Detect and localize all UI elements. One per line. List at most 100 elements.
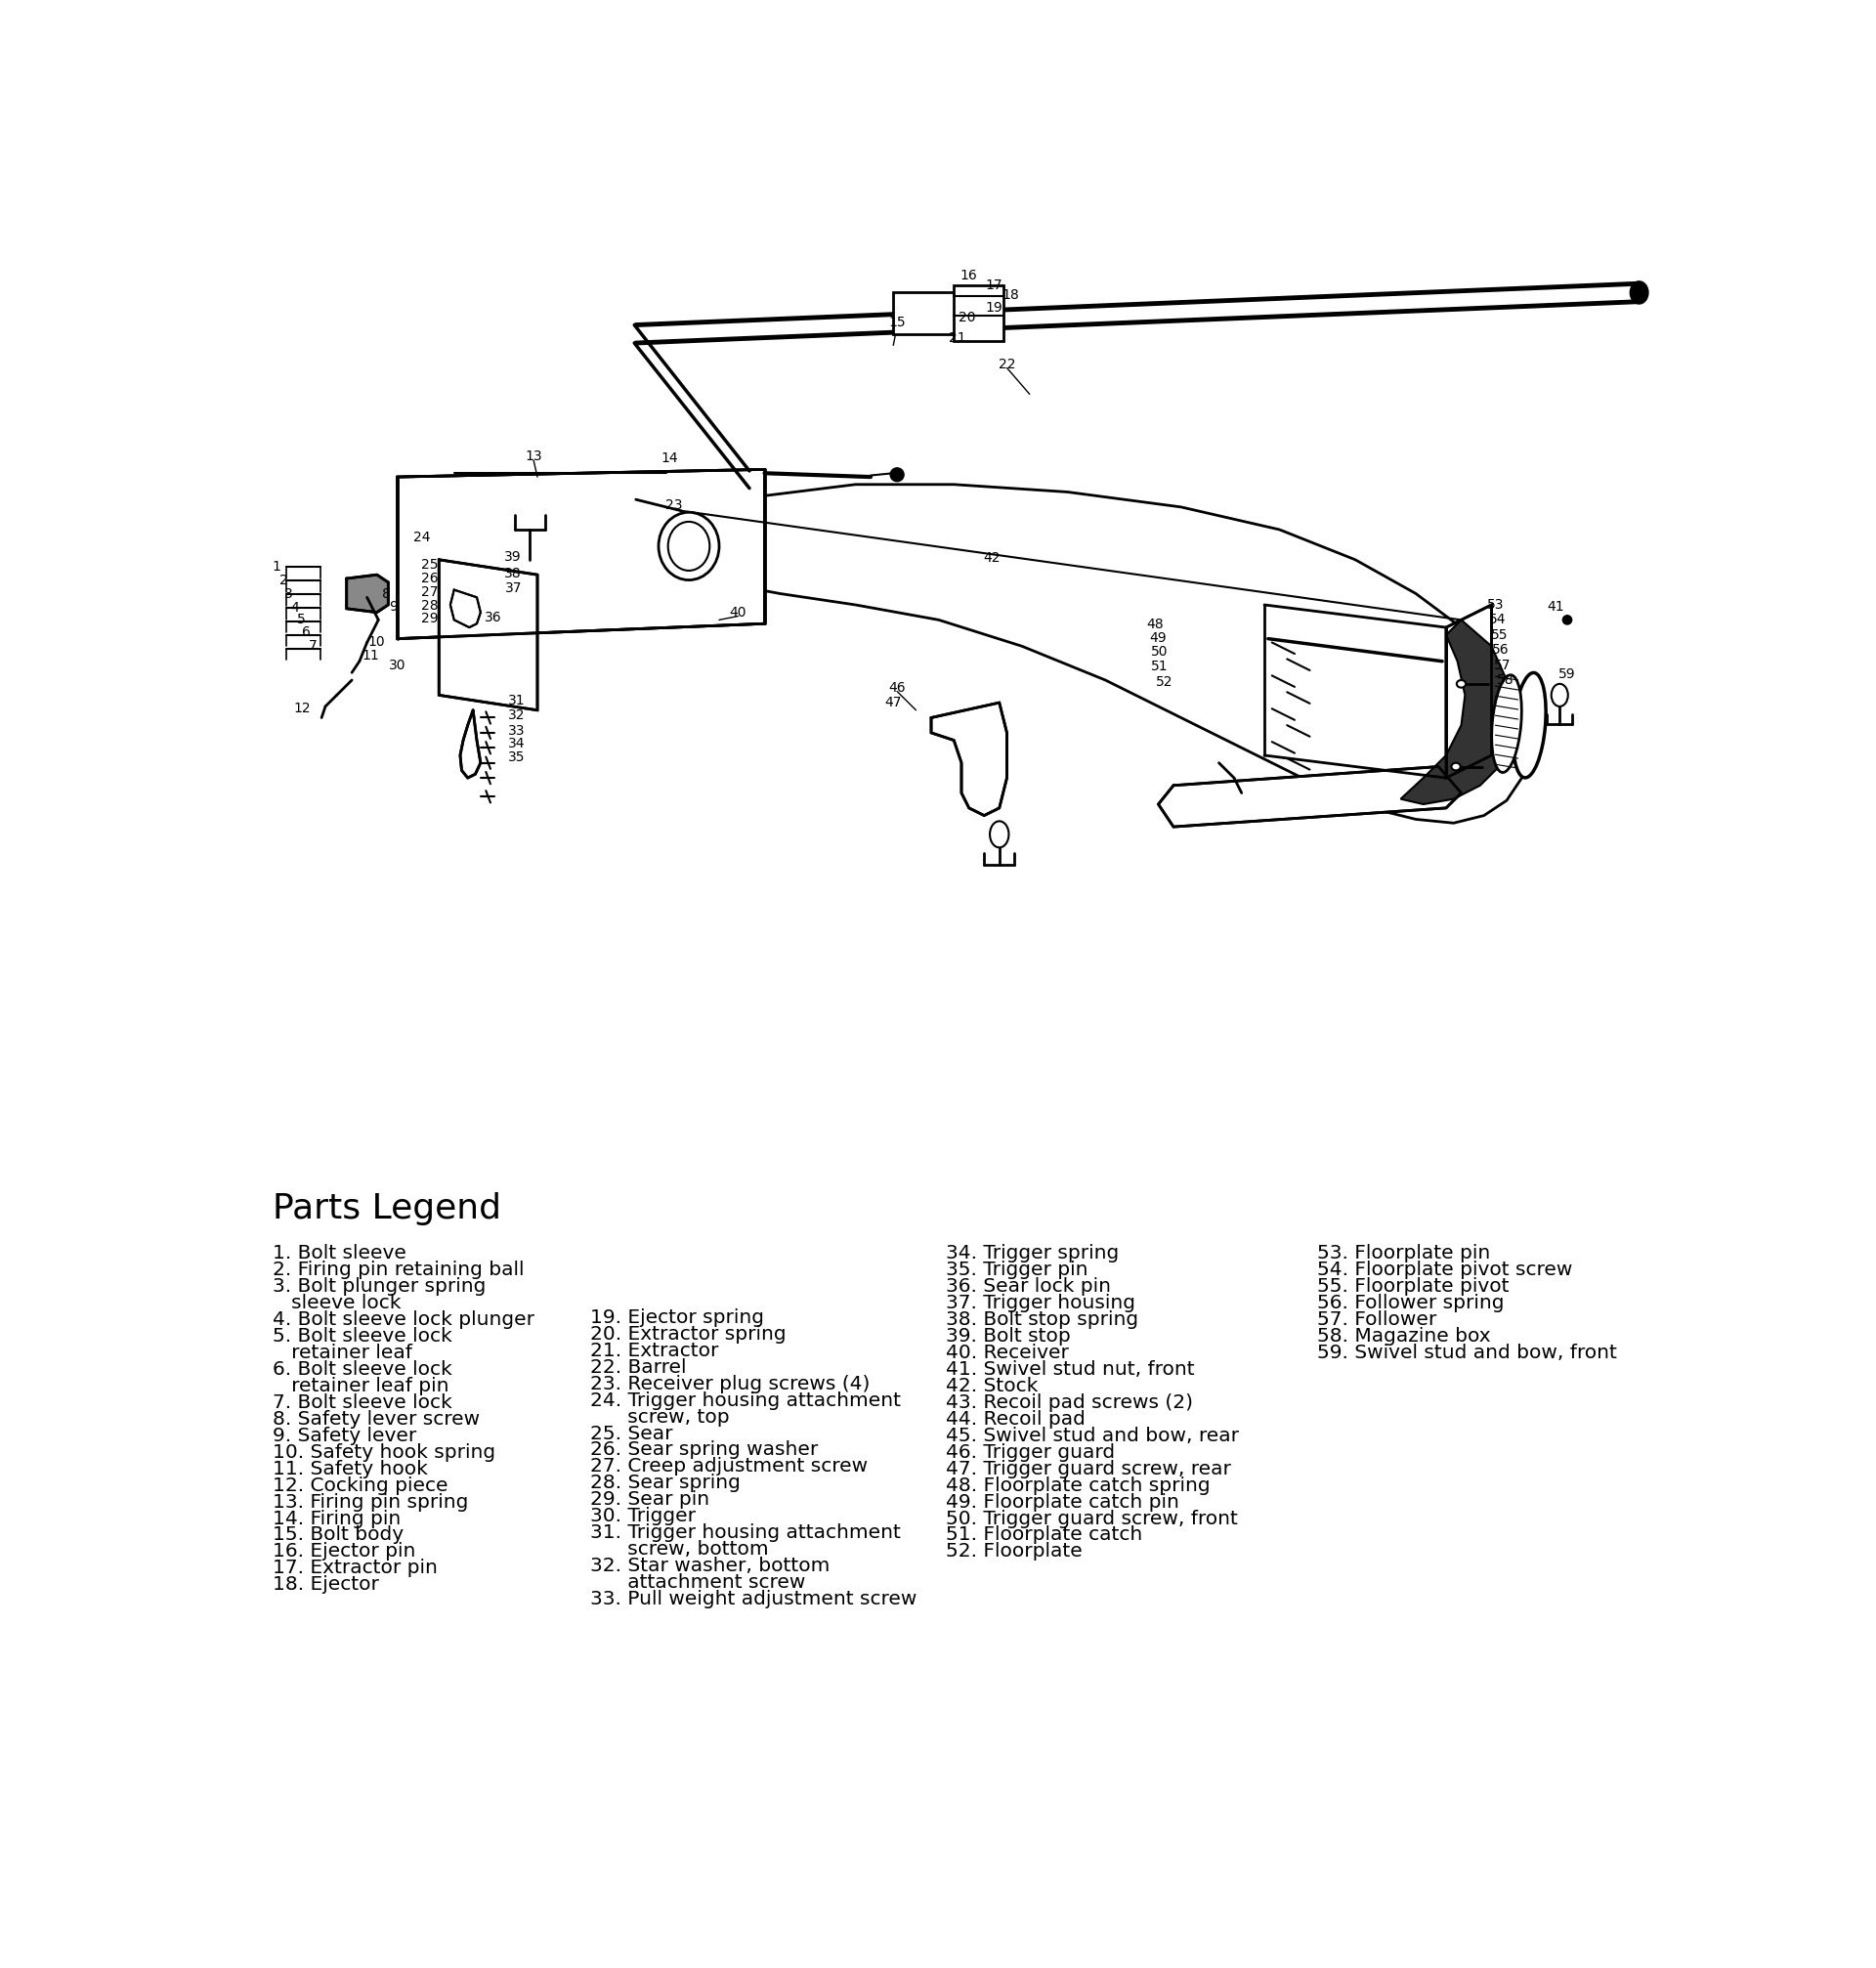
Text: 42: 42 bbox=[983, 551, 1000, 565]
Text: 1. Bolt sleeve: 1. Bolt sleeve bbox=[272, 1244, 405, 1263]
Text: 46. Trigger guard: 46. Trigger guard bbox=[946, 1443, 1116, 1462]
Text: 7. Bolt sleeve lock: 7. Bolt sleeve lock bbox=[272, 1393, 452, 1411]
Ellipse shape bbox=[891, 468, 904, 482]
Polygon shape bbox=[450, 590, 480, 628]
Text: 39: 39 bbox=[505, 551, 522, 565]
Polygon shape bbox=[1157, 768, 1461, 827]
Text: 58. Magazine box: 58. Magazine box bbox=[1317, 1326, 1491, 1346]
Text: 48: 48 bbox=[1146, 618, 1163, 632]
Text: 49. Floorplate catch pin: 49. Floorplate catch pin bbox=[946, 1492, 1180, 1511]
Text: 30: 30 bbox=[388, 657, 405, 671]
Text: 28: 28 bbox=[422, 598, 439, 612]
Text: 22: 22 bbox=[998, 358, 1015, 370]
Text: 6: 6 bbox=[302, 626, 311, 640]
Text: 15. Bolt body: 15. Bolt body bbox=[272, 1525, 403, 1545]
Text: 38. Bolt stop spring: 38. Bolt stop spring bbox=[946, 1311, 1139, 1328]
Text: 47: 47 bbox=[885, 697, 902, 710]
Text: 23: 23 bbox=[666, 498, 683, 512]
Text: 55: 55 bbox=[1491, 628, 1508, 642]
Text: 10: 10 bbox=[368, 636, 385, 649]
Text: 53. Floorplate pin: 53. Floorplate pin bbox=[1317, 1244, 1491, 1263]
Text: 46: 46 bbox=[889, 681, 906, 695]
Text: 39. Bolt stop: 39. Bolt stop bbox=[946, 1326, 1071, 1346]
Polygon shape bbox=[439, 559, 537, 710]
Text: 21: 21 bbox=[949, 331, 966, 344]
Text: 25: 25 bbox=[422, 559, 439, 573]
Text: sleeve lock: sleeve lock bbox=[272, 1295, 401, 1313]
Text: 47. Trigger guard screw, rear: 47. Trigger guard screw, rear bbox=[946, 1460, 1231, 1478]
Text: 59: 59 bbox=[1559, 667, 1576, 681]
Bar bbox=[893, 293, 961, 335]
Ellipse shape bbox=[1630, 281, 1649, 303]
Text: 59. Swivel stud and bow, front: 59. Swivel stud and bow, front bbox=[1317, 1344, 1617, 1362]
Text: 13. Firing pin spring: 13. Firing pin spring bbox=[272, 1492, 469, 1511]
Text: 20. Extractor spring: 20. Extractor spring bbox=[591, 1324, 786, 1344]
Text: 9: 9 bbox=[388, 600, 398, 614]
Text: 26: 26 bbox=[422, 571, 439, 584]
Text: 5. Bolt sleeve lock: 5. Bolt sleeve lock bbox=[272, 1326, 452, 1346]
Text: screw, bottom: screw, bottom bbox=[591, 1541, 769, 1559]
Text: Parts Legend: Parts Legend bbox=[272, 1193, 501, 1224]
Text: 27: 27 bbox=[422, 584, 439, 598]
Text: 31: 31 bbox=[508, 693, 525, 707]
Ellipse shape bbox=[1491, 675, 1521, 773]
Text: 37: 37 bbox=[505, 581, 522, 594]
Polygon shape bbox=[1446, 604, 1491, 777]
Text: 34: 34 bbox=[508, 738, 525, 752]
Text: 23. Receiver plug screws (4): 23. Receiver plug screws (4) bbox=[591, 1374, 870, 1393]
Text: 51. Floorplate catch: 51. Floorplate catch bbox=[946, 1525, 1142, 1545]
Text: 44. Recoil pad: 44. Recoil pad bbox=[946, 1409, 1086, 1429]
Text: 14: 14 bbox=[662, 451, 679, 464]
Text: 32: 32 bbox=[508, 708, 525, 722]
Text: 53: 53 bbox=[1488, 598, 1505, 612]
Text: 48. Floorplate catch spring: 48. Floorplate catch spring bbox=[946, 1476, 1210, 1496]
Text: 16: 16 bbox=[961, 268, 977, 281]
Text: 18. Ejector: 18. Ejector bbox=[272, 1576, 379, 1594]
Text: 57. Follower: 57. Follower bbox=[1317, 1311, 1437, 1328]
Text: 14. Firing pin: 14. Firing pin bbox=[272, 1509, 401, 1527]
Text: 8: 8 bbox=[381, 588, 390, 600]
Text: 33: 33 bbox=[508, 724, 525, 738]
Text: 16. Ejector pin: 16. Ejector pin bbox=[272, 1543, 415, 1561]
Text: 52. Floorplate: 52. Floorplate bbox=[946, 1543, 1082, 1561]
Text: 10. Safety hook spring: 10. Safety hook spring bbox=[272, 1443, 495, 1462]
Text: 54. Floorplate pivot screw: 54. Floorplate pivot screw bbox=[1317, 1261, 1572, 1279]
Text: screw, top: screw, top bbox=[591, 1407, 730, 1427]
Text: 5: 5 bbox=[296, 614, 306, 626]
Text: 55. Floorplate pivot: 55. Floorplate pivot bbox=[1317, 1277, 1510, 1297]
Text: 30. Trigger: 30. Trigger bbox=[591, 1507, 696, 1525]
Text: 35. Trigger pin: 35. Trigger pin bbox=[946, 1261, 1088, 1279]
Text: 50: 50 bbox=[1152, 646, 1169, 659]
Text: 49: 49 bbox=[1150, 632, 1167, 646]
Text: retainer leaf: retainer leaf bbox=[272, 1344, 413, 1362]
Bar bbox=[953, 285, 1004, 342]
Text: 12: 12 bbox=[295, 703, 311, 716]
Text: retainer leaf pin: retainer leaf pin bbox=[272, 1378, 448, 1395]
Text: 1: 1 bbox=[272, 561, 281, 575]
Text: 58: 58 bbox=[1497, 673, 1514, 687]
Text: 51: 51 bbox=[1152, 659, 1169, 673]
Text: 25. Sear: 25. Sear bbox=[591, 1425, 673, 1443]
Ellipse shape bbox=[991, 821, 1009, 848]
Text: 40. Receiver: 40. Receiver bbox=[946, 1344, 1069, 1362]
Ellipse shape bbox=[1551, 683, 1568, 707]
Text: 19: 19 bbox=[985, 301, 1002, 315]
Text: 11: 11 bbox=[362, 649, 379, 663]
Text: 29: 29 bbox=[422, 612, 439, 626]
Text: 43. Recoil pad screws (2): 43. Recoil pad screws (2) bbox=[946, 1393, 1193, 1411]
Text: 56: 56 bbox=[1491, 644, 1508, 657]
Ellipse shape bbox=[1512, 673, 1546, 777]
Text: 24: 24 bbox=[415, 529, 431, 543]
Polygon shape bbox=[460, 710, 480, 777]
Text: 50. Trigger guard screw, front: 50. Trigger guard screw, front bbox=[946, 1509, 1238, 1527]
Text: 37. Trigger housing: 37. Trigger housing bbox=[946, 1295, 1135, 1313]
Ellipse shape bbox=[658, 512, 719, 581]
Polygon shape bbox=[1401, 620, 1514, 805]
Text: 56. Follower spring: 56. Follower spring bbox=[1317, 1295, 1505, 1313]
Text: 8. Safety lever screw: 8. Safety lever screw bbox=[272, 1409, 480, 1429]
Text: 26. Sear spring washer: 26. Sear spring washer bbox=[591, 1441, 818, 1460]
Text: 6. Bolt sleeve lock: 6. Bolt sleeve lock bbox=[272, 1360, 452, 1380]
Text: 36. Sear lock pin: 36. Sear lock pin bbox=[946, 1277, 1111, 1297]
Text: 3: 3 bbox=[285, 588, 293, 600]
Text: 19. Ejector spring: 19. Ejector spring bbox=[591, 1309, 764, 1326]
